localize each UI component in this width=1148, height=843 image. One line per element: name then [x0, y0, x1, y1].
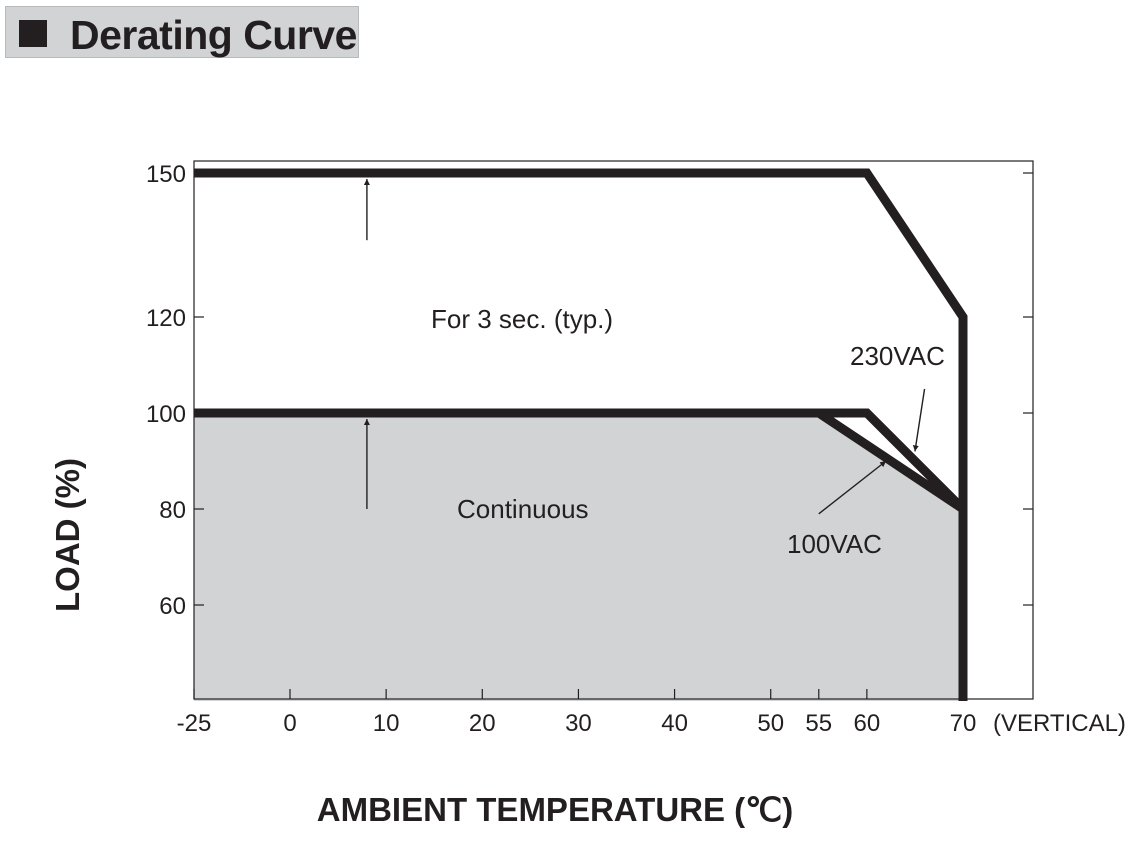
x-tick-label: 55	[805, 710, 832, 737]
x-tick-label: 30	[565, 710, 592, 737]
x-tick-label: 40	[661, 710, 688, 737]
y-tick-label: 100	[146, 401, 186, 428]
x-tick-label: 10	[373, 710, 400, 737]
x-tick-label: 50	[757, 710, 784, 737]
series-100vac-line	[194, 408, 968, 701]
x-axis-suffix: (VERTICAL)	[993, 710, 1126, 737]
annotation-continuous: Continuous	[457, 494, 589, 524]
annotation-100vac: 100VAC	[787, 529, 882, 559]
arrow-100vac	[818, 460, 887, 515]
x-tick-label: -25	[177, 710, 212, 737]
y-tick-label: 150	[146, 161, 186, 188]
annotation-for-3-sec: For 3 sec. (typ.)	[431, 304, 613, 334]
y-tick-label: 60	[159, 593, 186, 620]
x-tick-label: 20	[469, 710, 496, 737]
y-tick-label: 120	[146, 305, 186, 332]
arrow-230vac	[912, 388, 926, 452]
title-box: Derating Curve	[5, 6, 359, 58]
series-layer	[194, 168, 968, 701]
x-tick-label: 60	[854, 710, 881, 737]
x-axis-title: AMBIENT TEMPERATURE (℃)	[317, 791, 793, 828]
x-tick-label: 0	[283, 710, 296, 737]
y-tick-labels: 60 80 100 120 150	[146, 161, 186, 620]
page-title: Derating Curve	[70, 12, 357, 58]
plot-frame	[193, 160, 1034, 700]
y-axis-title: LOAD (%)	[49, 458, 86, 612]
y-tick-label: 80	[159, 497, 186, 524]
annotation-arrows	[363, 179, 926, 515]
x-tick-labels: -25 0 10 20 30 40 50 55 60 70	[177, 710, 977, 737]
annotation-230vac: 230VAC	[850, 341, 945, 371]
x-tick-label: 70	[950, 710, 977, 737]
continuous-load-area	[194, 413, 963, 701]
title-square-icon	[19, 20, 47, 47]
